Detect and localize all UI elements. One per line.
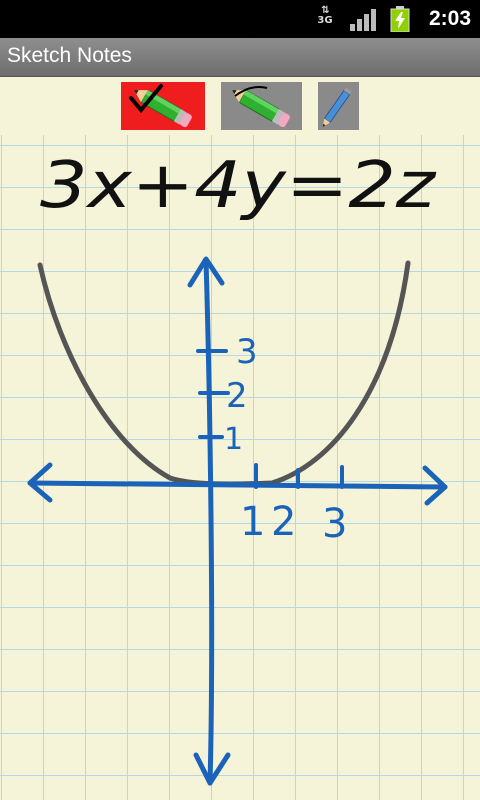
network-type: 3G: [314, 16, 336, 26]
x-tick-label-3: 3: [322, 501, 347, 547]
y-tick-label-3: 3: [236, 332, 258, 372]
action-bar: Sketch Notes: [0, 38, 480, 77]
x-axis: [30, 483, 445, 487]
thick-pen-tool-button[interactable]: [121, 82, 205, 130]
network-indicator: ⇅ 3G: [314, 6, 336, 32]
pencil-icon: [318, 82, 359, 130]
pencil-tool-button[interactable]: [318, 82, 359, 130]
signal-strength-icon: [350, 9, 376, 31]
pen-checked-icon: [121, 82, 205, 130]
tool-palette: [0, 77, 480, 135]
pen-icon: [221, 82, 302, 130]
x-tick-label-1: 1: [240, 499, 265, 545]
drawing-canvas[interactable]: 3x+4y=2z 3 2 1 1 2 3: [0, 135, 480, 800]
handwritten-equation: 3x+4y=2z: [40, 149, 437, 223]
status-bar: ⇅ 3G 2:03: [0, 0, 480, 38]
thin-pen-tool-button[interactable]: [221, 82, 302, 130]
y-tick-label-1: 1: [224, 422, 243, 457]
x-tick-label-2: 2: [271, 499, 296, 545]
sketch-layer: 3x+4y=2z 3 2 1 1 2 3: [0, 135, 480, 800]
app-title: Sketch Notes: [7, 44, 132, 68]
y-tick-label-2: 2: [226, 376, 248, 416]
battery-charging-icon: [390, 6, 410, 32]
clock: 2:03: [429, 7, 471, 31]
y-axis: [206, 260, 212, 783]
